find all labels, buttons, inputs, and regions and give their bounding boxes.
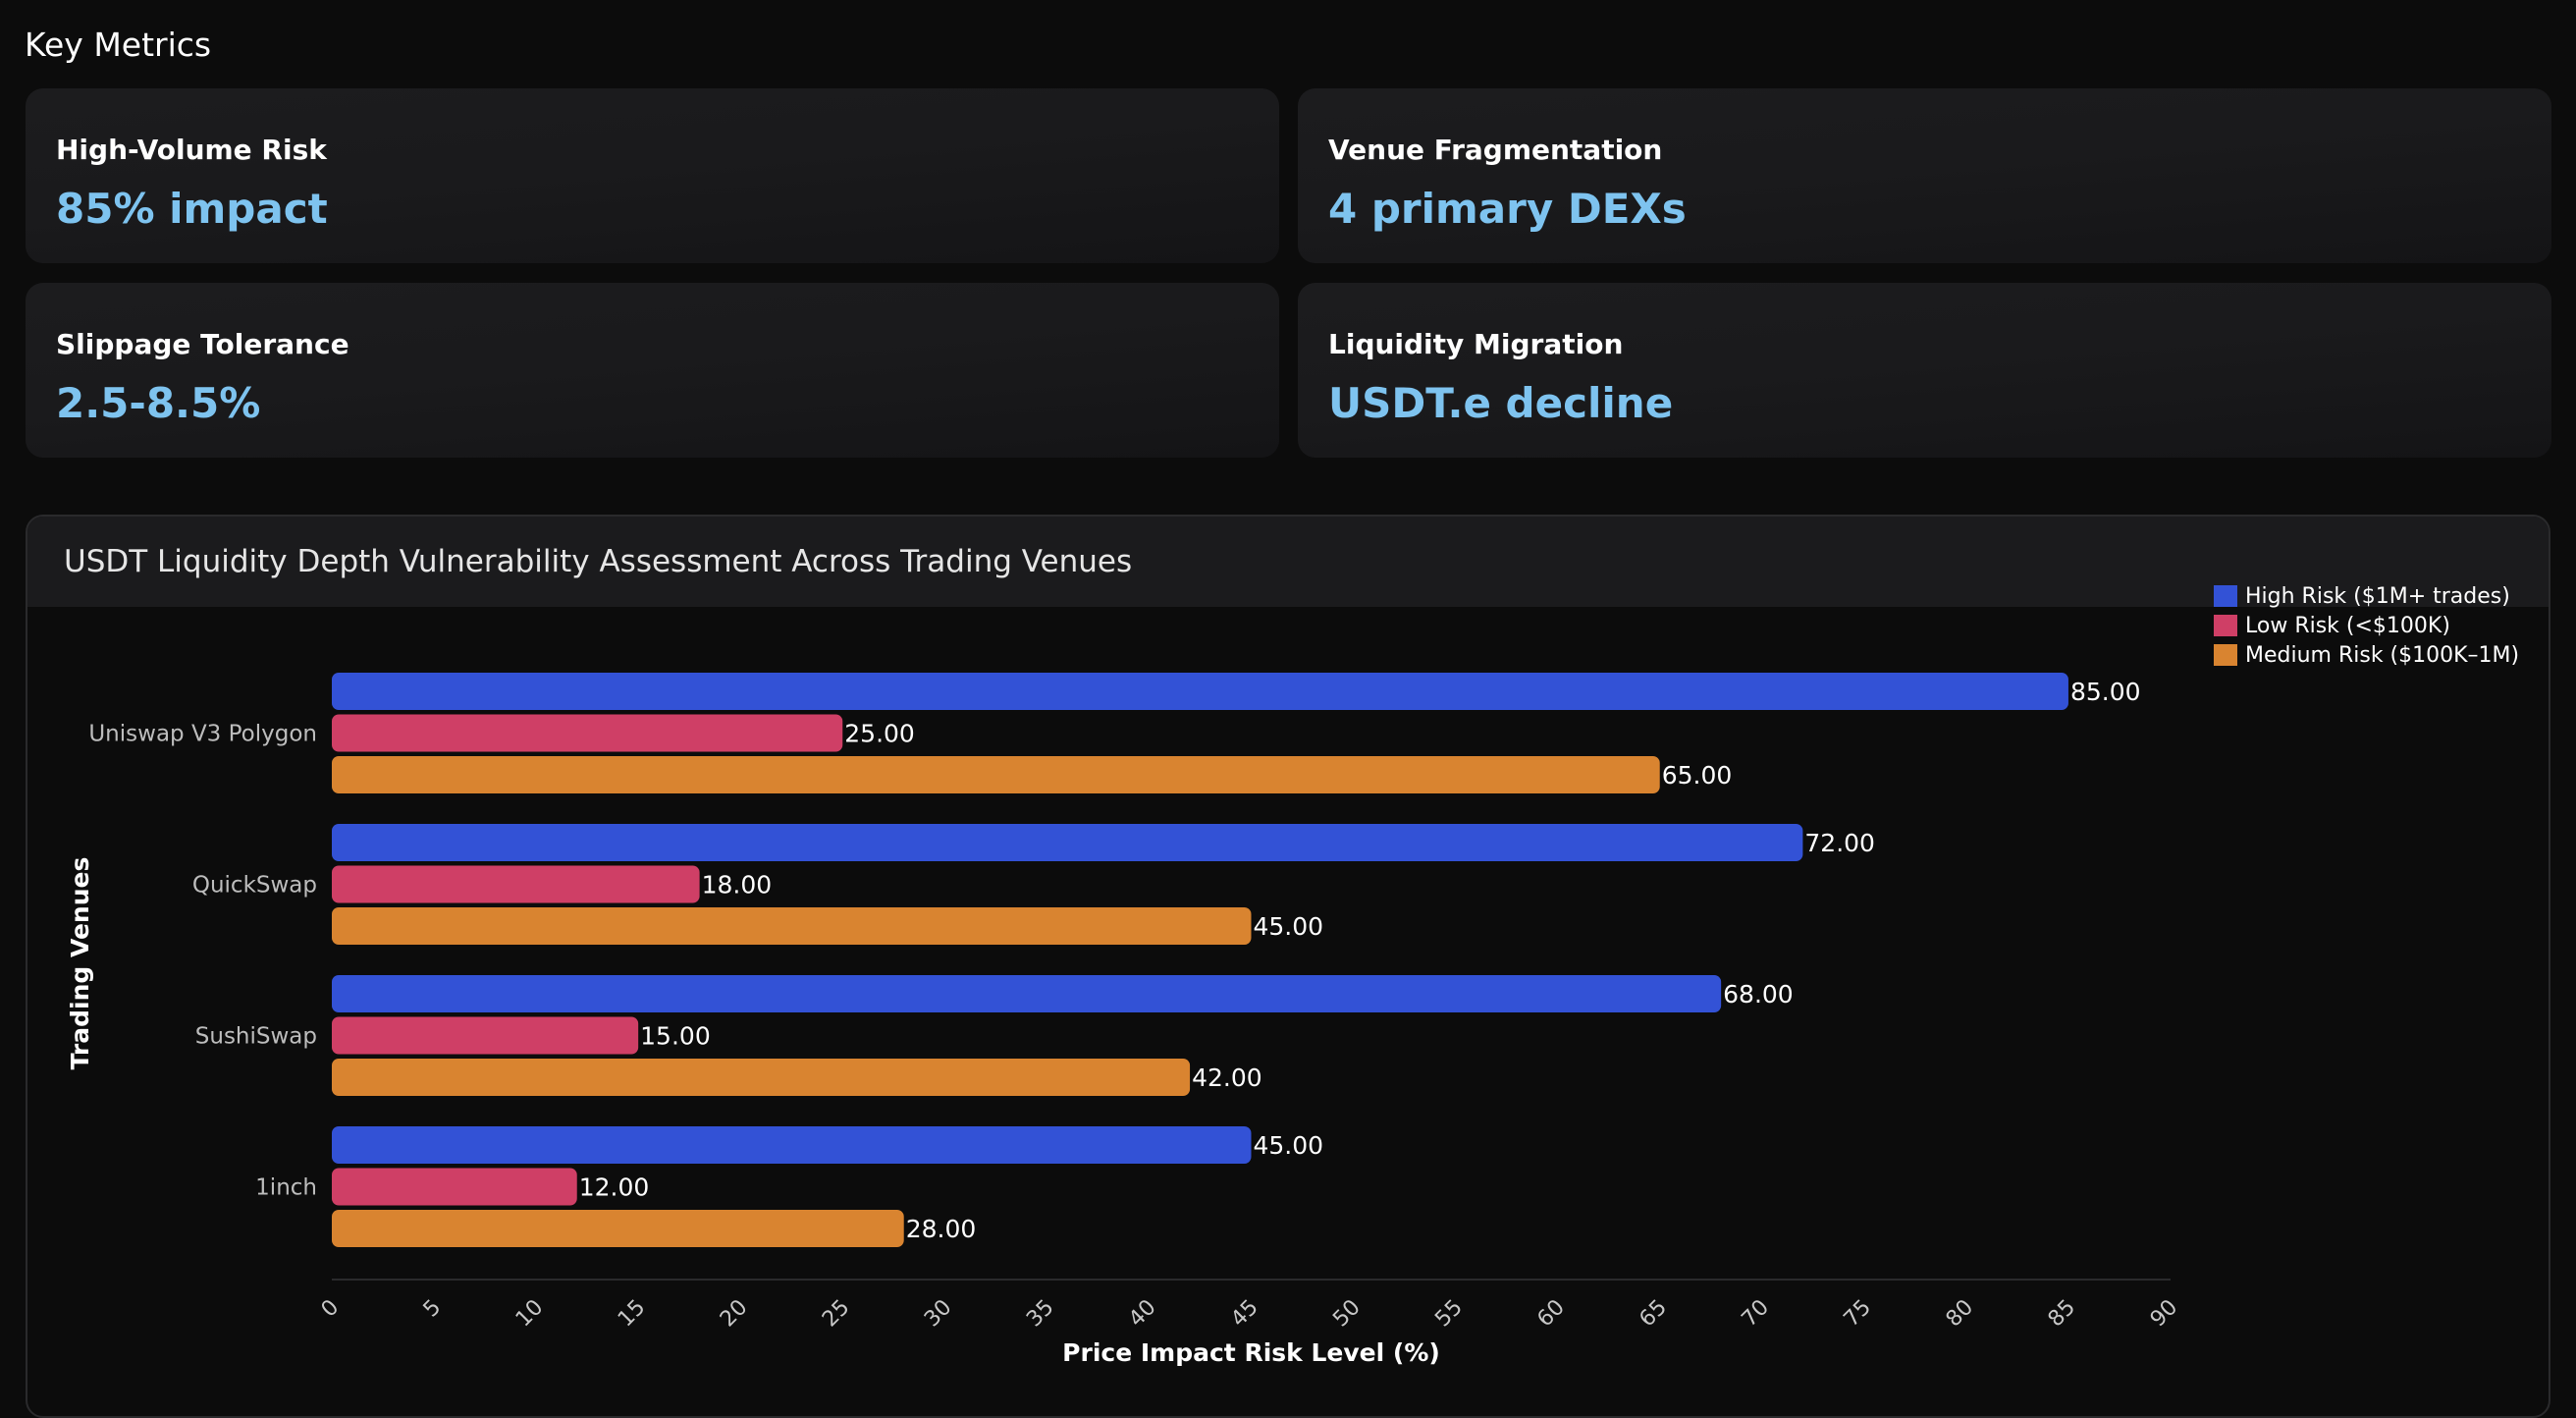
bar-uniswap-v3-polygon-low-risk-100k <box>332 714 843 752</box>
data-label: 25.00 <box>844 720 915 748</box>
data-label: 12.00 <box>579 1173 650 1202</box>
x-tick-label: 40 <box>1124 1295 1160 1332</box>
bar-quickswap-high-risk-1m-trades <box>332 824 1803 861</box>
x-tick-label: 90 <box>2146 1295 2182 1332</box>
metric-value: USDT.e decline <box>1328 379 1674 427</box>
metric-card-high-volume-risk: High-Volume Risk 85% impact <box>26 88 1279 263</box>
metric-card-liquidity-migration: Liquidity Migration USDT.e decline <box>1298 283 2551 458</box>
data-label: 28.00 <box>906 1215 977 1243</box>
x-tick-label: 35 <box>1022 1295 1058 1332</box>
x-tick-label: 75 <box>1840 1295 1876 1332</box>
x-tick-label: 60 <box>1532 1295 1569 1332</box>
metric-card-venue-fragmentation: Venue Fragmentation 4 primary DEXs <box>1298 88 2551 263</box>
bar-sushiswap-high-risk-1m-trades <box>332 975 1722 1012</box>
y-axis-title: Trading Venues <box>66 857 94 1070</box>
data-label: 45.00 <box>1254 1131 1324 1160</box>
bar-quickswap-medium-risk-100k-1m <box>332 907 1252 945</box>
legend-label: Medium Risk ($100K–1M) <box>2245 643 2519 668</box>
data-label: 85.00 <box>2070 678 2141 706</box>
bar-1inch-medium-risk-100k-1m <box>332 1210 904 1247</box>
bar-1inch-low-risk-100k <box>332 1168 577 1206</box>
data-label: 18.00 <box>702 871 773 900</box>
legend-swatch-high-risk-1m-trades <box>2214 585 2237 607</box>
data-label: 42.00 <box>1192 1064 1262 1092</box>
legend-swatch-low-risk-100k <box>2214 615 2237 636</box>
bar-chart: 0 5 10 15 20 25 30 35 40 45 50 55 60 65 70 75 80 85 90 Pric… <box>66 584 2519 1367</box>
x-tick-label: 25 <box>818 1295 854 1332</box>
x-tick-label: 45 <box>1226 1295 1262 1332</box>
metric-card-slippage-tolerance: Slippage Tolerance 2.5-8.5% <box>26 283 1279 458</box>
x-tick-label: 20 <box>716 1295 752 1332</box>
y-tick-label-1inch: 1inch <box>255 1175 317 1201</box>
bar-sushiswap-medium-risk-100k-1m <box>332 1059 1191 1096</box>
x-tick-label: 10 <box>511 1295 548 1332</box>
chart-header: USDT Liquidity Depth Vulnerability Asses… <box>27 517 2549 607</box>
data-label: 45.00 <box>1254 912 1324 941</box>
page-title: Key Metrics <box>25 26 212 64</box>
x-tick-label: 80 <box>1942 1295 1978 1332</box>
chart-title: USDT Liquidity Depth Vulnerability Asses… <box>64 544 1133 579</box>
data-label: 15.00 <box>640 1022 711 1051</box>
x-tick-label: 30 <box>920 1295 956 1332</box>
data-label: 68.00 <box>1723 980 1794 1009</box>
x-tick-label: 65 <box>1635 1295 1671 1332</box>
bar-quickswap-low-risk-100k <box>332 865 700 903</box>
metric-label: Liquidity Migration <box>1328 328 1624 360</box>
legend-swatch-medium-risk-100k-1m <box>2214 644 2237 666</box>
x-tick-label: 5 <box>419 1295 447 1323</box>
x-tick-label: 85 <box>2044 1295 2080 1332</box>
bar-uniswap-v3-polygon-medium-risk-100k-1m <box>332 756 1660 793</box>
chart-panel: USDT Liquidity Depth Vulnerability Asses… <box>26 515 2550 1418</box>
x-tick-label: 55 <box>1430 1295 1467 1332</box>
y-tick-label-uniswap-v3-polygon: Uniswap V3 Polygon <box>88 722 317 747</box>
x-tick-label: 50 <box>1328 1295 1365 1332</box>
legend-label: Low Risk (<$100K) <box>2245 614 2450 638</box>
y-tick-label-quickswap: QuickSwap <box>192 873 317 899</box>
y-tick-label-sushiswap: SushiSwap <box>195 1024 317 1050</box>
legend-label: High Risk ($1M+ trades) <box>2245 584 2510 609</box>
metric-label: High-Volume Risk <box>56 134 327 166</box>
metric-label: Slippage Tolerance <box>56 328 349 360</box>
metric-value: 85% impact <box>56 185 328 233</box>
data-label: 65.00 <box>1662 761 1733 790</box>
bar-uniswap-v3-polygon-high-risk-1m-trades <box>332 673 2068 710</box>
x-axis-title: Price Impact Risk Level (%) <box>1062 1338 1440 1367</box>
x-tick-label: 0 <box>317 1295 345 1323</box>
metric-value: 4 primary DEXs <box>1328 185 1687 233</box>
metric-label: Venue Fragmentation <box>1328 134 1663 166</box>
bar-sushiswap-low-risk-100k <box>332 1016 639 1055</box>
x-tick-label: 70 <box>1738 1295 1774 1332</box>
bar-1inch-high-risk-1m-trades <box>332 1126 1252 1164</box>
metric-value: 2.5-8.5% <box>56 379 261 427</box>
data-label: 72.00 <box>1804 829 1875 857</box>
x-tick-label: 15 <box>614 1295 650 1332</box>
